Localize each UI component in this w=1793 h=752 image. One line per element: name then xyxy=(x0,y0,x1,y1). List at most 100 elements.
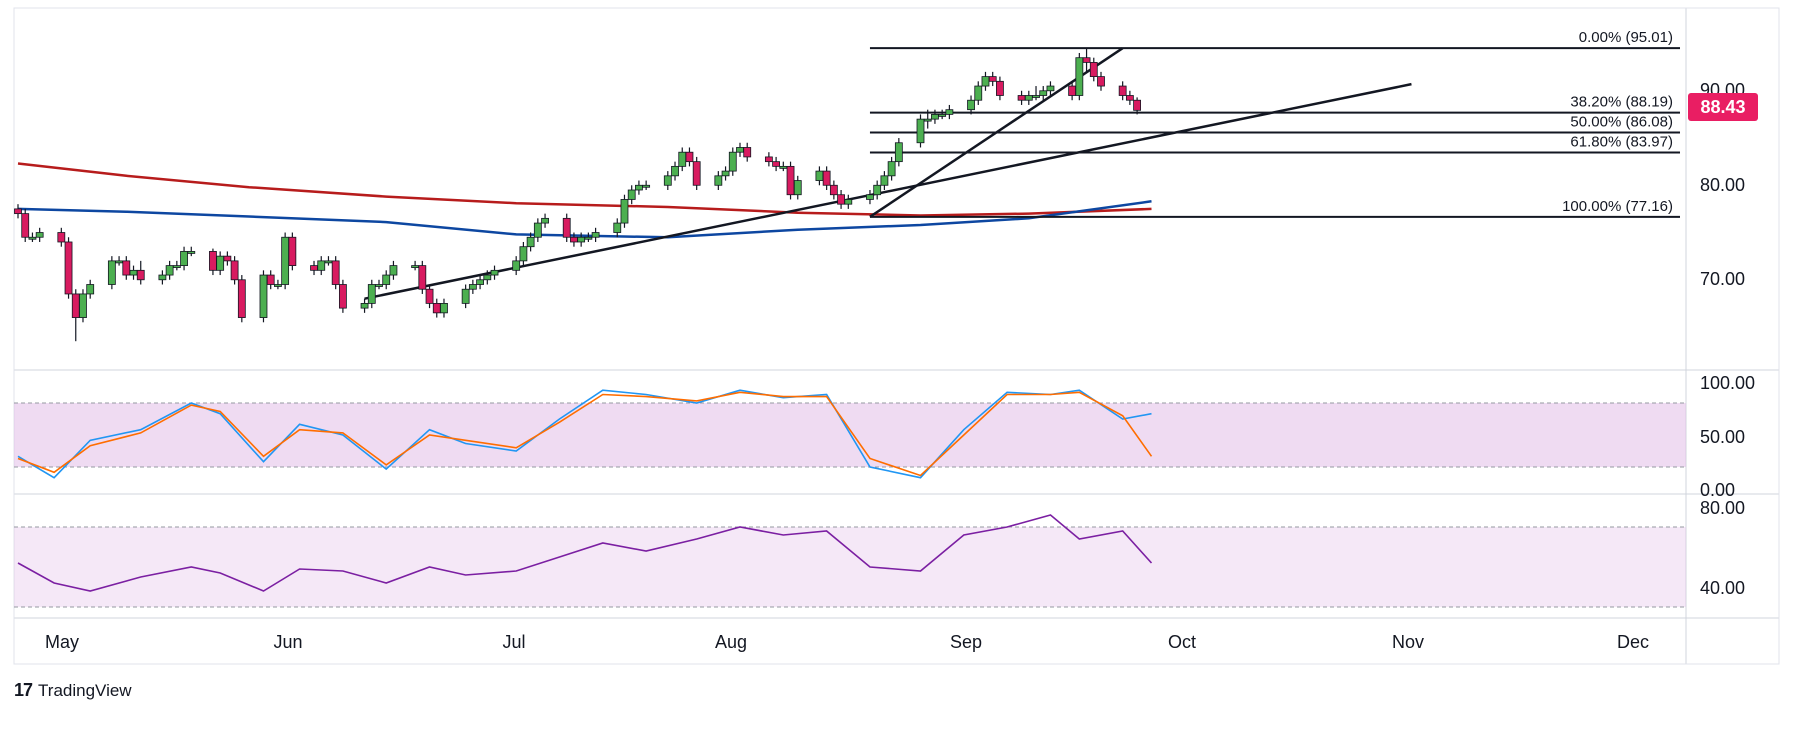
candle[interactable] xyxy=(237,275,246,323)
candle[interactable] xyxy=(35,227,44,242)
candle[interactable] xyxy=(64,237,73,299)
candle[interactable] xyxy=(541,213,549,228)
candle[interactable] xyxy=(728,147,737,176)
candle[interactable] xyxy=(266,270,275,290)
candle[interactable] xyxy=(1133,97,1141,115)
tradingview-brand[interactable]: 17 TradingView xyxy=(14,680,132,701)
candle[interactable] xyxy=(627,185,636,205)
candle[interactable] xyxy=(829,180,838,200)
candle[interactable] xyxy=(281,232,290,290)
candle[interactable] xyxy=(873,180,882,200)
candle[interactable] xyxy=(584,232,593,242)
candle[interactable] xyxy=(440,298,448,318)
candle[interactable] xyxy=(180,246,188,271)
candle[interactable] xyxy=(28,232,37,242)
candle[interactable] xyxy=(526,232,535,252)
candle[interactable] xyxy=(894,138,903,167)
candle[interactable] xyxy=(743,142,752,162)
candle[interactable] xyxy=(172,260,181,271)
candle[interactable] xyxy=(793,175,802,200)
candle[interactable] xyxy=(945,104,954,120)
candle[interactable] xyxy=(331,256,340,290)
candle[interactable] xyxy=(21,208,30,242)
candle[interactable] xyxy=(338,279,347,313)
candle[interactable] xyxy=(866,190,874,205)
candle[interactable] xyxy=(996,76,1004,101)
candle-body xyxy=(411,265,420,269)
candle[interactable] xyxy=(974,81,983,105)
candle[interactable] xyxy=(764,152,773,167)
candle[interactable] xyxy=(382,270,391,290)
candle[interactable] xyxy=(230,256,239,285)
candle[interactable] xyxy=(389,260,398,280)
candle-body xyxy=(772,161,780,167)
candle[interactable] xyxy=(259,270,268,323)
candle[interactable] xyxy=(79,289,87,323)
candle[interactable] xyxy=(223,251,232,266)
candle[interactable] xyxy=(476,275,484,290)
candle[interactable] xyxy=(1125,90,1134,105)
candle-body xyxy=(1046,85,1055,92)
candle[interactable] xyxy=(483,270,492,285)
candle[interactable] xyxy=(187,246,196,257)
candle[interactable] xyxy=(822,166,831,190)
candle[interactable] xyxy=(1032,86,1040,101)
candle[interactable] xyxy=(1118,81,1127,101)
candle-body xyxy=(259,274,268,318)
candle-body xyxy=(692,161,701,186)
candle[interactable] xyxy=(1089,57,1098,82)
candle[interactable] xyxy=(663,171,672,190)
candle[interactable] xyxy=(562,213,571,242)
candle[interactable] xyxy=(288,232,297,271)
candle[interactable] xyxy=(613,218,622,238)
candle[interactable] xyxy=(122,256,131,280)
candle[interactable] xyxy=(418,260,427,294)
candle[interactable] xyxy=(591,227,600,242)
candle[interactable] xyxy=(772,156,780,172)
candle[interactable] xyxy=(916,114,925,148)
candle[interactable] xyxy=(468,279,477,294)
candle[interactable] xyxy=(1075,52,1084,101)
candle[interactable] xyxy=(519,241,528,266)
candle[interactable] xyxy=(692,156,701,190)
candle[interactable] xyxy=(274,279,282,290)
candle[interactable] xyxy=(671,161,679,181)
candle[interactable] xyxy=(216,251,225,276)
candle[interactable] xyxy=(360,298,369,313)
candle[interactable] xyxy=(923,109,932,129)
candle[interactable] xyxy=(988,71,997,87)
candle[interactable] xyxy=(938,109,947,120)
candle[interactable] xyxy=(880,171,889,190)
candle[interactable] xyxy=(533,218,542,242)
candle[interactable] xyxy=(86,279,95,299)
candle[interactable] xyxy=(14,204,22,219)
candle[interactable] xyxy=(165,260,174,280)
candle[interactable] xyxy=(158,270,167,285)
candle[interactable] xyxy=(425,284,434,309)
candle[interactable] xyxy=(620,194,629,228)
candle[interactable] xyxy=(721,166,730,181)
candle[interactable] xyxy=(967,95,975,115)
candle[interactable] xyxy=(1046,81,1055,96)
candle[interactable] xyxy=(786,161,795,200)
candle[interactable] xyxy=(107,256,116,290)
candle[interactable] xyxy=(1097,71,1105,91)
candle[interactable] xyxy=(887,156,896,181)
candle[interactable] xyxy=(642,180,651,190)
candle[interactable] xyxy=(317,256,326,276)
candle[interactable] xyxy=(685,147,694,167)
candle[interactable] xyxy=(844,194,853,209)
candle[interactable] xyxy=(461,284,470,309)
candle-body xyxy=(577,236,586,243)
candle[interactable] xyxy=(1039,86,1048,101)
candle[interactable] xyxy=(1082,48,1091,72)
candle[interactable] xyxy=(375,279,383,290)
candle[interactable] xyxy=(136,260,145,285)
candle[interactable] xyxy=(714,171,723,190)
candle[interactable] xyxy=(490,265,499,280)
candle-body xyxy=(79,293,87,318)
trendline-0[interactable] xyxy=(364,82,1412,300)
candle[interactable] xyxy=(512,256,521,276)
candle[interactable] xyxy=(367,279,376,309)
candle[interactable] xyxy=(57,227,66,247)
